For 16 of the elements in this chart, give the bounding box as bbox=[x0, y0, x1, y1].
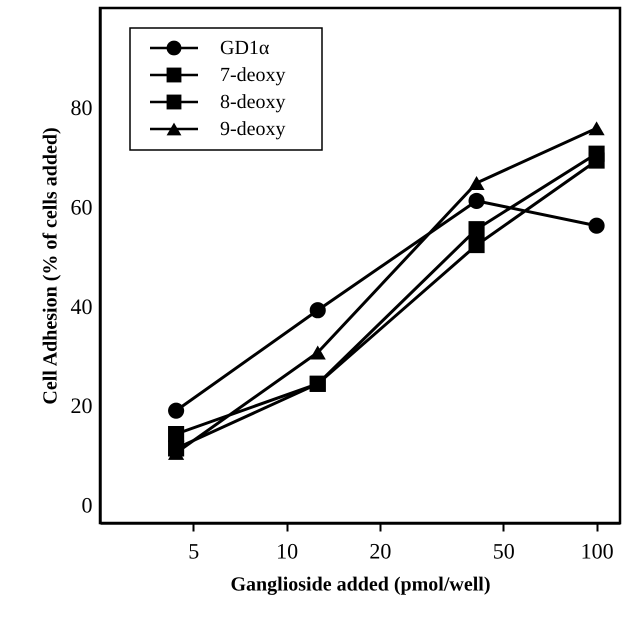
legend-label: 9-deoxy bbox=[220, 118, 286, 140]
x-tick-label: 5 bbox=[188, 538, 200, 564]
x-axis-title: Ganglioside added (pmol/well) bbox=[230, 574, 491, 596]
x-tick-label: 50 bbox=[492, 538, 515, 564]
x-tick-label: 20 bbox=[369, 538, 392, 564]
y-tick-label: 20 bbox=[70, 393, 92, 418]
legend-label: GD1α bbox=[220, 37, 270, 59]
y-tick-label: 60 bbox=[70, 194, 92, 220]
y-tick-label: 80 bbox=[70, 94, 92, 120]
legend-label: 8-deoxy bbox=[220, 91, 286, 113]
y-tick-label: 40 bbox=[70, 294, 92, 319]
x-tick-label: 10 bbox=[276, 538, 298, 564]
legend-label: 7-deoxy bbox=[220, 64, 286, 86]
y-axis-title: Cell Adhesion (% of cells added) bbox=[40, 127, 62, 405]
y-tick-label: 0 bbox=[82, 492, 92, 518]
x-tick-label: 100 bbox=[580, 538, 614, 564]
